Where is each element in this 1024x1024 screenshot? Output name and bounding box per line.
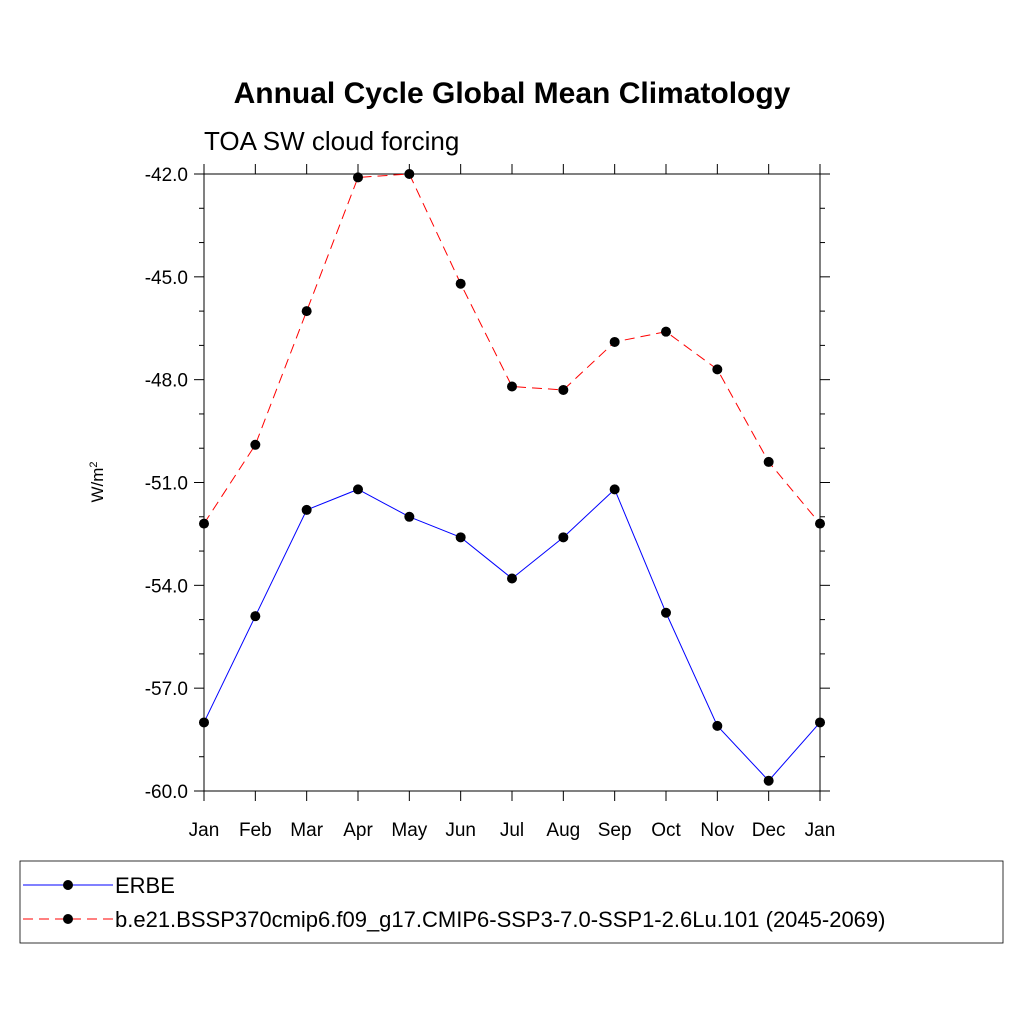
data-point <box>301 306 312 317</box>
data-point <box>199 518 209 529</box>
x-tick-label: Aug <box>546 820 580 841</box>
data-point <box>661 326 671 337</box>
legend-marker-1 <box>63 914 73 924</box>
x-tick-label: Sep <box>598 820 632 841</box>
data-point <box>353 172 363 183</box>
legend: ERBE b.e21.BSSP370cmip6.f09_g17.CMIP6-SSP… <box>23 873 885 932</box>
data-point <box>455 278 466 289</box>
x-tick-label: Jan <box>189 820 220 841</box>
data-point <box>455 532 466 543</box>
data-point <box>353 484 363 495</box>
y-axis-label: W/m2 <box>88 461 107 502</box>
plot-series <box>199 169 825 786</box>
x-tick-label: Oct <box>651 820 681 841</box>
data-point <box>301 504 312 515</box>
data-point <box>558 532 569 543</box>
data-point <box>404 511 415 522</box>
data-point <box>712 720 723 731</box>
data-point <box>507 573 517 584</box>
data-point <box>250 439 261 450</box>
data-point <box>661 607 671 618</box>
x-tick-label: Jul <box>500 820 524 841</box>
data-point <box>609 336 620 347</box>
data-point <box>815 518 825 529</box>
x-tick-label: Nov <box>700 820 734 841</box>
x-tick-label: Jun <box>445 820 476 841</box>
y-axis-label-base: W/m <box>88 468 107 503</box>
y-tick-label: -45.0 <box>145 268 188 289</box>
x-tick-label: Mar <box>290 820 323 841</box>
y-tick-label: -42.0 <box>145 165 188 186</box>
legend-label-0: ERBE <box>115 873 175 898</box>
data-point <box>507 381 517 392</box>
data-point <box>609 484 620 495</box>
x-tick-label: May <box>391 820 427 841</box>
series-line-1 <box>203 173 821 524</box>
data-point <box>815 717 825 728</box>
y-tick-label: -60.0 <box>145 782 188 803</box>
data-point <box>763 456 774 467</box>
x-tick-label: Dec <box>752 820 786 841</box>
legend-label-1: b.e21.BSSP370cmip6.f09_g17.CMIP6-SSP3-7.… <box>115 907 885 932</box>
y-tick-label: -51.0 <box>145 474 188 495</box>
legend-marker-0 <box>63 880 73 890</box>
legend-box <box>19 860 1004 944</box>
x-tick-label: Apr <box>343 820 373 841</box>
x-tick-label: Feb <box>239 820 272 841</box>
data-point <box>712 364 723 375</box>
chart-title: Annual Cycle Global Mean Climatology <box>234 77 791 110</box>
data-point <box>763 775 774 786</box>
data-point <box>558 384 569 395</box>
plot-axes: Jan Feb Mar Apr May Jun Jul Aug Sep Oct Nov Dec Jan-… <box>145 164 836 841</box>
series-line-0 <box>203 488 821 782</box>
plot-frame <box>203 173 821 792</box>
chart-subtitle: TOA SW cloud forcing <box>204 126 459 156</box>
x-tick-label: Jan <box>805 820 836 841</box>
y-axis-label-superscript: 2 <box>88 461 100 467</box>
y-tick-label: -54.0 <box>145 576 188 597</box>
data-point <box>250 611 261 622</box>
data-point <box>199 717 209 728</box>
y-tick-label: -57.0 <box>145 679 188 700</box>
data-point <box>404 169 415 179</box>
y-tick-label: -48.0 <box>145 371 188 392</box>
